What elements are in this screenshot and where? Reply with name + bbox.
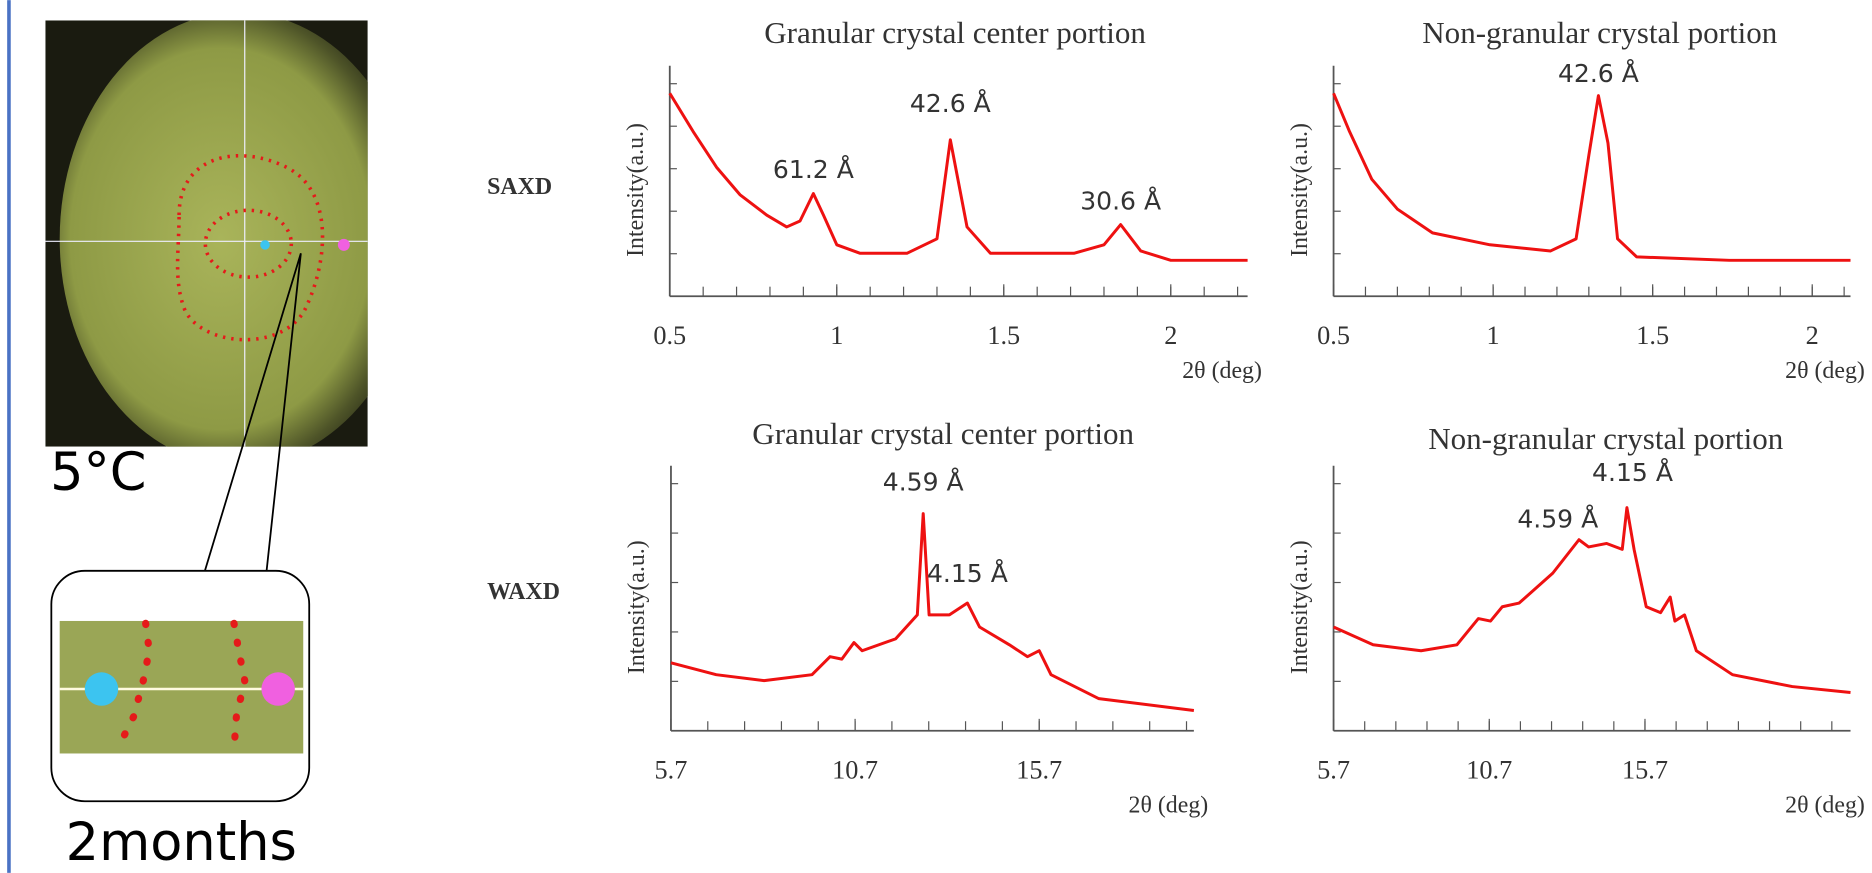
x-axis-label: 2θ (deg)	[1129, 793, 1209, 819]
x-tick-label: 5.7	[1317, 756, 1350, 785]
x-tick-label: 5.7	[655, 756, 688, 785]
peak-label: 4.15 Å	[927, 559, 1008, 588]
y-axis-label: Intensity(a.u.)	[1287, 540, 1313, 674]
temperature-label: 5°C	[50, 442, 146, 503]
x-tick-label: 1	[830, 321, 843, 350]
row-label: SAXD	[487, 174, 552, 200]
chart-title: Non-granular crystal portion	[1428, 421, 1784, 456]
x-axis-label: 2θ (deg)	[1182, 358, 1262, 384]
chart-title: Granular crystal center portion	[764, 15, 1146, 50]
peak-label: 4.59 Å	[1517, 505, 1598, 534]
x-tick-label: 0.5	[653, 321, 686, 350]
x-axis-label: 2θ (deg)	[1785, 793, 1865, 819]
duration-label: 2months	[66, 812, 297, 873]
peak-label: 42.6 Å	[910, 89, 991, 118]
x-tick-label: 15.7	[1622, 756, 1668, 785]
row-label: WAXD	[487, 579, 560, 605]
x-tick-label: 10.7	[832, 756, 878, 785]
micrograph	[45, 12, 417, 466]
x-tick-label: 0.5	[1317, 321, 1350, 350]
x-tick-label: 2	[1806, 321, 1819, 350]
x-axis-label: 2θ (deg)	[1785, 358, 1865, 384]
x-tick-label: 1.5	[987, 321, 1020, 350]
x-tick-label: 15.7	[1016, 756, 1062, 785]
data-line	[1334, 93, 1851, 260]
zoom-image	[60, 621, 304, 754]
chart-title: Granular crystal center portion	[752, 416, 1134, 451]
x-tick-label: 2	[1164, 321, 1177, 350]
data-line	[1334, 508, 1851, 693]
peak-label: 61.2 Å	[773, 155, 854, 184]
data-line	[671, 514, 1194, 711]
left-border	[7, 0, 11, 873]
x-tick-label: 10.7	[1466, 756, 1512, 785]
y-axis-label: Intensity(a.u.)	[624, 540, 650, 674]
peak-label: 42.6 Å	[1558, 59, 1639, 88]
x-tick-label: 1	[1487, 321, 1500, 350]
x-tick-label: 1.5	[1636, 321, 1669, 350]
data-line	[670, 93, 1248, 260]
chart-title: Non-granular crystal portion	[1422, 15, 1778, 50]
peak-label: 4.59 Å	[883, 468, 964, 497]
figure: 5°C 2months SAXD WAXD Granular crystal c…	[0, 0, 1872, 873]
y-axis-label: Intensity(a.u.)	[623, 123, 649, 257]
peak-label: 4.15 Å	[1592, 458, 1673, 487]
y-axis-label: Intensity(a.u.)	[1287, 123, 1313, 257]
peak-label: 30.6 Å	[1080, 187, 1161, 216]
